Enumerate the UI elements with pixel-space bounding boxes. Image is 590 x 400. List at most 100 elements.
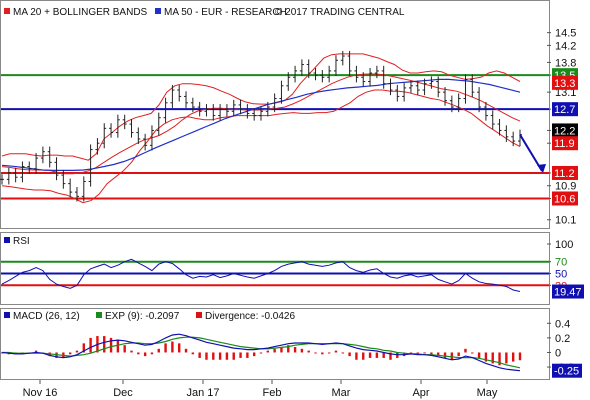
divergence-bar xyxy=(164,343,167,353)
divergence-bar xyxy=(430,352,433,355)
divergence-bar xyxy=(218,352,222,360)
divergence-bar xyxy=(252,352,256,357)
price-ytick-label: 14.2 xyxy=(555,40,576,52)
divergence-bar xyxy=(471,352,474,354)
projection-arrow-head xyxy=(537,163,546,173)
x-tick-label: Dec xyxy=(113,387,133,399)
bollinger-upper-line xyxy=(1,53,521,161)
x-tick-label: Apr xyxy=(412,387,429,399)
divergence-bar xyxy=(266,350,270,353)
divergence-bar xyxy=(505,352,508,364)
divergence-bar xyxy=(348,352,351,357)
x-tick-label: Nov 16 xyxy=(23,387,58,399)
divergence-bar xyxy=(287,345,290,353)
divergence-bar xyxy=(205,352,208,360)
legend-swatch-exp xyxy=(96,312,102,318)
legend-swatch-divergence xyxy=(196,312,202,318)
rsi-panel: 10070503019.47 xyxy=(1,239,584,299)
legend-swatch-bollinger xyxy=(4,8,10,14)
legend-label-exp: EXP (9): -0.2097 xyxy=(105,311,180,322)
divergence-bar xyxy=(109,337,113,353)
macd-value-tag-bg xyxy=(552,363,582,378)
price-value-tag-2: 12.7 xyxy=(554,104,575,116)
x-tick-label: Mar xyxy=(332,387,351,399)
divergence-bar xyxy=(300,348,304,353)
divergence-bar xyxy=(239,352,242,358)
divergence-bar xyxy=(409,352,413,354)
divergence-bar xyxy=(464,348,467,353)
legend-swatch-macd xyxy=(4,312,10,318)
divergence-bar xyxy=(171,341,174,353)
divergence-bar xyxy=(157,348,160,353)
divergence-bar xyxy=(34,350,38,353)
price-legend: MA 20 + BOLLINGER BANDS MA 50 - EUR - RE… xyxy=(4,7,405,18)
x-tick-label: Feb xyxy=(263,387,282,399)
price-value-tag-6: 10.6 xyxy=(554,193,575,205)
divergence-bar xyxy=(375,352,379,358)
divergence-bar xyxy=(314,352,317,354)
price-panel: 14.514.213.813.513.112.712.211.911.210.9… xyxy=(0,28,578,227)
divergence-bar xyxy=(293,347,297,353)
rsi-legend: RSI xyxy=(4,236,30,247)
macd-line xyxy=(1,333,521,372)
divergence-bar xyxy=(334,350,338,353)
divergence-bar xyxy=(123,345,126,353)
divergence-bar xyxy=(273,348,276,353)
divergence-bar xyxy=(116,339,120,353)
divergence-bar xyxy=(437,352,440,357)
divergence-bar xyxy=(212,352,215,360)
rsi-ytick-label: 100 xyxy=(555,239,573,251)
legend-label-divergence: Divergence: -0.0426 xyxy=(205,311,295,322)
price-ytick-label: 13.8 xyxy=(555,57,576,69)
copyright-text: © 2017 TRADING CENTRAL xyxy=(275,7,405,18)
legend-swatch-rsi xyxy=(4,237,10,243)
divergence-bar xyxy=(246,352,249,358)
divergence-bar xyxy=(457,352,460,357)
price-value-tag-1-bg xyxy=(552,75,578,90)
legend-swatch-ma50 xyxy=(155,8,161,14)
x-tick-label: May xyxy=(477,387,498,399)
divergence-bar xyxy=(103,336,106,353)
divergence-bar xyxy=(75,350,79,353)
divergence-bar xyxy=(178,343,181,353)
divergence-bar xyxy=(450,352,454,360)
divergence-bar xyxy=(491,352,494,364)
divergence-bar xyxy=(518,352,522,361)
price-value-tag-1: 13.3 xyxy=(554,78,575,90)
price-ytick-label: 13.1 xyxy=(555,87,576,99)
divergence-bar xyxy=(498,352,501,366)
divergence-bar xyxy=(484,352,488,362)
price-ytick-label: 10.1 xyxy=(555,215,576,227)
legend-label-ma50: MA 50 - EUR - RESEARCH xyxy=(164,7,287,18)
divergence-bar xyxy=(82,343,85,353)
divergence-bar xyxy=(225,352,229,360)
price-value-tag-5-bg xyxy=(552,165,578,180)
legend-label-rsi: RSI xyxy=(13,236,30,247)
rsi-panel-frame xyxy=(0,232,550,305)
macd-ytick-label: 0 xyxy=(555,347,561,359)
price-value-tag-4-bg xyxy=(552,136,578,151)
divergence-bar xyxy=(143,352,147,357)
x-axis: Nov 16 Dec Jan 17 Feb Mar Apr May xyxy=(23,380,498,399)
macd-ytick-label: 0.2 xyxy=(555,333,570,345)
divergence-bar xyxy=(68,352,72,355)
divergence-bar xyxy=(191,352,195,355)
divergence-bar xyxy=(280,347,283,353)
macd-panel: 0.40.20-0.2-0.25 xyxy=(0,318,582,378)
price-value-tag-3-bg xyxy=(552,123,578,138)
divergence-bar xyxy=(130,350,133,353)
divergence-bar xyxy=(307,350,310,353)
rsi-value-tag: 19.47 xyxy=(554,287,582,299)
divergence-bar xyxy=(184,348,188,353)
divergence-bar xyxy=(232,352,235,360)
price-value-tag-6-bg xyxy=(552,191,578,206)
legend-label-macd: MACD (26, 12) xyxy=(13,311,80,322)
macd-panel-frame xyxy=(0,308,550,380)
price-value-tag-2-bg xyxy=(552,102,578,117)
x-tick-label: Jan 17 xyxy=(186,387,219,399)
divergence-bar xyxy=(443,352,447,358)
divergence-bar xyxy=(382,352,385,358)
rsi-line xyxy=(1,258,521,292)
divergence-bar xyxy=(327,352,331,354)
